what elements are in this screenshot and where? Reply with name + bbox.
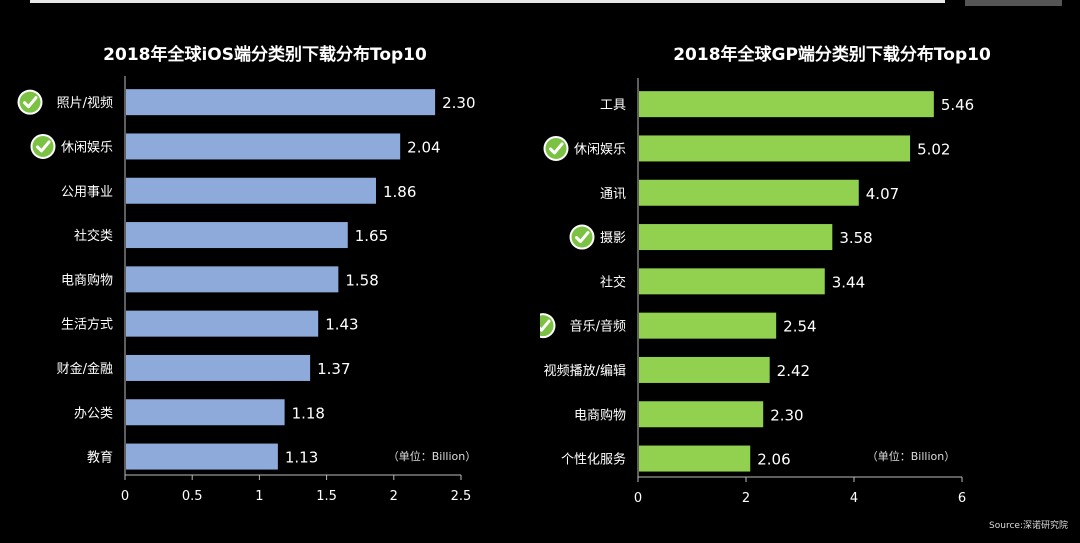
- value-label: 1.65: [355, 227, 388, 245]
- category-label: 摄影: [600, 231, 626, 246]
- check-icon: [30, 133, 56, 159]
- category-label: 教育: [87, 450, 113, 466]
- check-icon: [540, 313, 556, 339]
- check-icon-mark: [23, 96, 38, 109]
- bar: [639, 268, 825, 295]
- value-label: 3.58: [839, 229, 872, 247]
- bar: [126, 89, 436, 116]
- category-label: 休闲娱乐: [574, 142, 626, 157]
- bar: [126, 177, 376, 204]
- bar: [639, 356, 770, 383]
- category-label: 财金/金融: [57, 361, 113, 377]
- value-label: 1.86: [383, 183, 416, 201]
- brand-logo: [965, 0, 1062, 6]
- bar: [126, 222, 348, 249]
- value-label: 3.44: [832, 273, 865, 291]
- x-tick-label: 6: [958, 491, 966, 506]
- bar: [126, 266, 339, 293]
- value-label: 1.58: [345, 271, 378, 289]
- x-tick-label: 0: [634, 491, 642, 506]
- category-label: 照片/视频: [57, 96, 113, 111]
- bar: [126, 443, 278, 470]
- ios-chart-plot: 0 0.5 1 1.5 2 2.5 2.30 照片/视频 2.04 休闲娱乐 1.86 公用事业 1.6…: [17, 76, 476, 504]
- value-label: 4.07: [866, 185, 899, 203]
- check-icon-mark: [549, 142, 564, 155]
- unit-note: （单位：Billion）: [867, 449, 955, 463]
- bar: [639, 312, 777, 339]
- ios-chart-title: 2018年全球iOS端分类别下载分布Top10: [103, 45, 427, 65]
- bar: [126, 133, 401, 160]
- check-icon-mark: [575, 231, 590, 244]
- check-icon-disc: [32, 135, 54, 157]
- value-label: 1.13: [285, 449, 318, 467]
- source-note: Source:深诺研究院: [989, 521, 1068, 531]
- gp-chart-plot: 0 2 4 6 5.46 工具 5.02 休闲娱乐 4.07 通讯 3.58 摄影 3.44 社交 2.54…: [540, 78, 974, 506]
- check-icon-mark: [36, 140, 51, 153]
- category-label: 休闲娱乐: [61, 140, 113, 155]
- bar: [126, 310, 319, 337]
- bar: [639, 445, 751, 472]
- category-label: 社交: [600, 274, 626, 290]
- value-label: 5.02: [917, 140, 950, 158]
- value-label: 2.06: [757, 451, 790, 469]
- bar: [639, 224, 833, 251]
- check-icon: [569, 224, 595, 250]
- category-label: 生活方式: [61, 317, 113, 333]
- value-label: 2.30: [770, 406, 803, 424]
- category-label: 电商购物: [61, 272, 113, 288]
- x-tick-label: 2: [742, 491, 750, 506]
- top-rule: [30, 0, 945, 3]
- gp-chart: 2018年全球GP端分类别下载分布Top10 0 2 4 6 5.46 工具 5.02 休闲娱…: [540, 0, 1080, 543]
- value-label: 2.54: [783, 318, 816, 336]
- category-label: 个性化服务: [561, 452, 626, 468]
- bar: [126, 354, 311, 381]
- x-tick-label: 2.5: [451, 489, 472, 504]
- value-label: 2.30: [442, 94, 475, 112]
- value-label: 2.42: [777, 362, 810, 380]
- value-label: 1.43: [325, 316, 358, 334]
- x-tick-label: 0: [121, 489, 129, 504]
- bar: [126, 399, 285, 426]
- check-icon: [543, 135, 569, 161]
- value-label: 1.18: [292, 404, 325, 422]
- category-label: 工具: [600, 98, 626, 113]
- check-icon-disc: [571, 226, 593, 248]
- category-label: 视频播放/编辑: [544, 364, 626, 379]
- check-icon: [17, 89, 43, 115]
- check-icon-disc: [19, 91, 41, 113]
- x-tick-label: 4: [850, 491, 858, 506]
- category-label: 音乐/音频: [570, 319, 626, 335]
- category-label: 电商购物: [574, 407, 626, 423]
- x-tick-label: 1: [255, 489, 263, 504]
- x-tick-label: 1.5: [316, 489, 337, 504]
- gp-chart-title: 2018年全球GP端分类别下载分布Top10: [673, 45, 991, 65]
- x-tick-label: 2: [390, 489, 398, 504]
- bar: [639, 135, 911, 162]
- value-label: 5.46: [941, 96, 974, 114]
- bar: [639, 179, 859, 206]
- category-label: 公用事业: [61, 185, 113, 200]
- check-icon-disc: [545, 137, 567, 159]
- bar: [639, 401, 764, 428]
- check-icon-mark: [540, 319, 551, 332]
- category-label: 通讯: [600, 187, 626, 202]
- ios-chart: 2018年全球iOS端分类别下载分布Top10 0 0.5 1 1.5 2 2.5 2.30…: [17, 45, 476, 504]
- x-tick-label: 0.5: [182, 489, 203, 504]
- category-label: 办公类: [74, 406, 113, 421]
- category-label: 社交类: [74, 228, 113, 244]
- bar: [639, 91, 934, 118]
- value-label: 2.04: [407, 138, 440, 156]
- unit-note: （单位：Billion）: [388, 449, 476, 463]
- value-label: 1.37: [317, 360, 350, 378]
